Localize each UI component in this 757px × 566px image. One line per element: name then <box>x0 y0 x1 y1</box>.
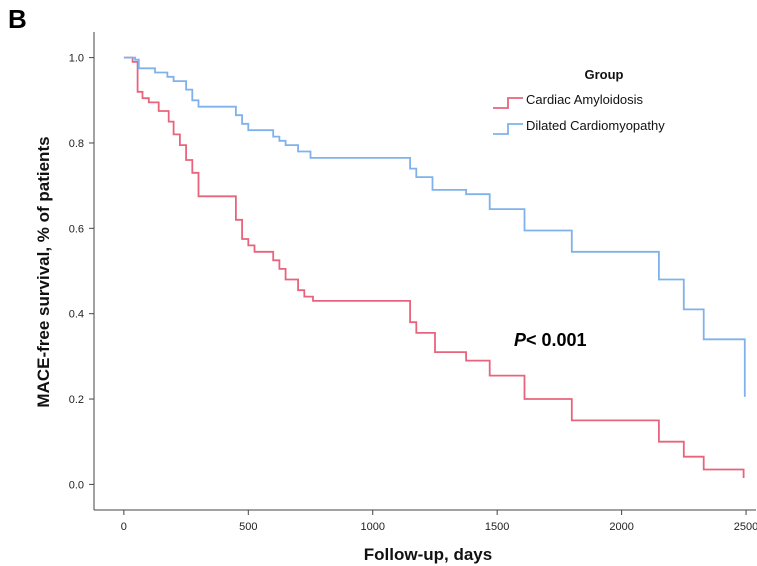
y-tick-label: 0.8 <box>69 138 84 150</box>
legend-title: Group <box>585 67 624 82</box>
x-axis-ticks: 0 500 1000 1500 2000 2500 <box>121 510 757 533</box>
x-axis-title: Follow-up, days <box>364 545 492 564</box>
y-axis-title: MACE-free survival, % of patients <box>34 136 53 407</box>
y-axis-ticks: 0.0 0.2 0.4 0.6 0.8 1.0 <box>69 53 94 491</box>
series-layer <box>123 56 746 478</box>
series-line-cardiac-amyloidosis <box>123 56 745 478</box>
legend-label: Cardiac Amyloidosis <box>526 92 644 107</box>
y-tick-label: 0.2 <box>69 394 84 406</box>
p-value-text: < 0.001 <box>526 330 587 350</box>
y-tick-label: 0.6 <box>69 223 84 235</box>
plot-frame <box>93 32 756 511</box>
x-tick-label: 1000 <box>360 521 384 533</box>
y-tick-label: 0.4 <box>69 309 84 321</box>
x-tick-label: 1500 <box>485 521 509 533</box>
x-tick-label: 2000 <box>609 521 633 533</box>
legend-label: Dilated Cardiomyopathy <box>526 118 665 133</box>
legend-swatch <box>493 97 523 109</box>
y-tick-label: 1.0 <box>69 53 84 65</box>
x-tick-label: 0 <box>121 521 127 533</box>
legend: Group Cardiac Amyloidosis Dilated Cardiom… <box>493 67 665 135</box>
x-tick-label: 500 <box>239 521 257 533</box>
p-value-annotation: P< 0.001 <box>514 330 587 350</box>
y-tick-label: 0.0 <box>69 479 84 491</box>
legend-swatch <box>493 123 523 135</box>
p-value-symbol: P <box>514 330 527 350</box>
x-tick-label: 2500 <box>734 521 757 533</box>
panel-label: B <box>8 4 27 34</box>
series-line-dilated-cardiomyopathy <box>123 56 746 397</box>
